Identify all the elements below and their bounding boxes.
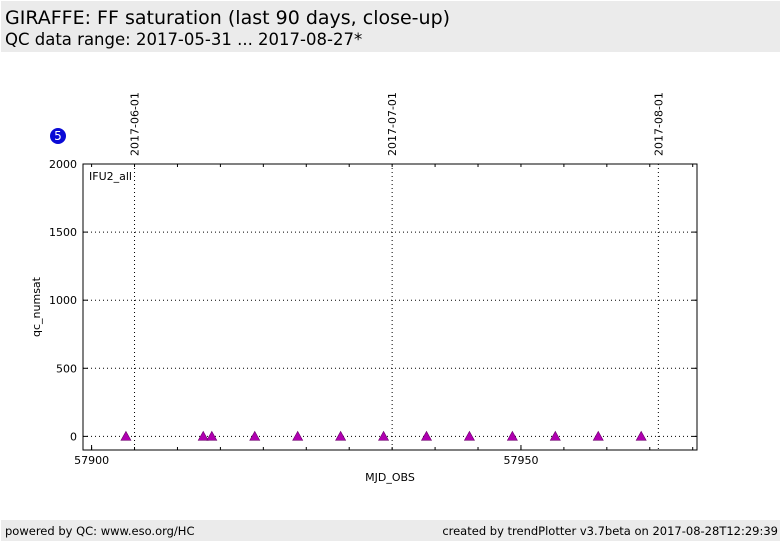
footer-created-by: created by trendPlotter v3.7beta on 2017…	[442, 524, 778, 538]
y-tick-label: 1500	[49, 226, 77, 239]
data-point-triangle	[292, 430, 304, 441]
data-point-triangle	[120, 430, 132, 441]
data-point-triangle	[635, 430, 647, 441]
date-tick-label: 2017-08-01	[652, 92, 665, 156]
data-point-triangle	[420, 430, 433, 441]
x-axis-label: MJD_OBS	[365, 471, 415, 484]
data-point-triangle	[463, 430, 475, 441]
badge-number: 5	[50, 128, 66, 144]
data-point-triangle	[197, 430, 209, 441]
series-label: IFU2_all	[89, 170, 132, 183]
y-tick-label: 500	[56, 362, 77, 375]
header-bar: GIRAFFE: FF saturation (last 90 days, cl…	[1, 1, 780, 52]
points-layer	[120, 430, 647, 441]
date-tick-label: 2017-07-01	[386, 92, 399, 156]
data-point-triangle	[335, 430, 347, 441]
x-tick-label: 57950	[503, 454, 538, 467]
data-point-triangle	[206, 430, 218, 441]
y-tick-label: 1000	[49, 294, 77, 307]
data-point-triangle	[592, 430, 604, 441]
data-point-triangle	[506, 430, 518, 441]
y-tick-label: 2000	[49, 158, 77, 171]
ticks-layer: 0 500 1000 1500 2000 57900 57950 2017-06-01 2017…	[49, 92, 697, 467]
plot-frame	[82, 163, 698, 451]
data-point-triangle	[378, 430, 390, 441]
data-point-triangle	[549, 430, 561, 441]
data-point-triangle	[249, 430, 261, 441]
footer-bar: powered by QC: www.eso.org/HC created by…	[1, 520, 780, 541]
y-axis-label: qc_numsat	[30, 276, 43, 337]
grid-layer	[83, 163, 697, 450]
date-tick-label: 2017-06-01	[129, 92, 142, 156]
page-title: GIRAFFE: FF saturation (last 90 days, cl…	[5, 7, 451, 29]
x-tick-label: 57900	[74, 454, 109, 467]
page-subtitle: QC data range: 2017-05-31 ... 2017-08-27…	[5, 30, 363, 49]
y-tick-label: 0	[70, 430, 77, 443]
footer-credit: powered by QC: www.eso.org/HC	[5, 524, 195, 538]
